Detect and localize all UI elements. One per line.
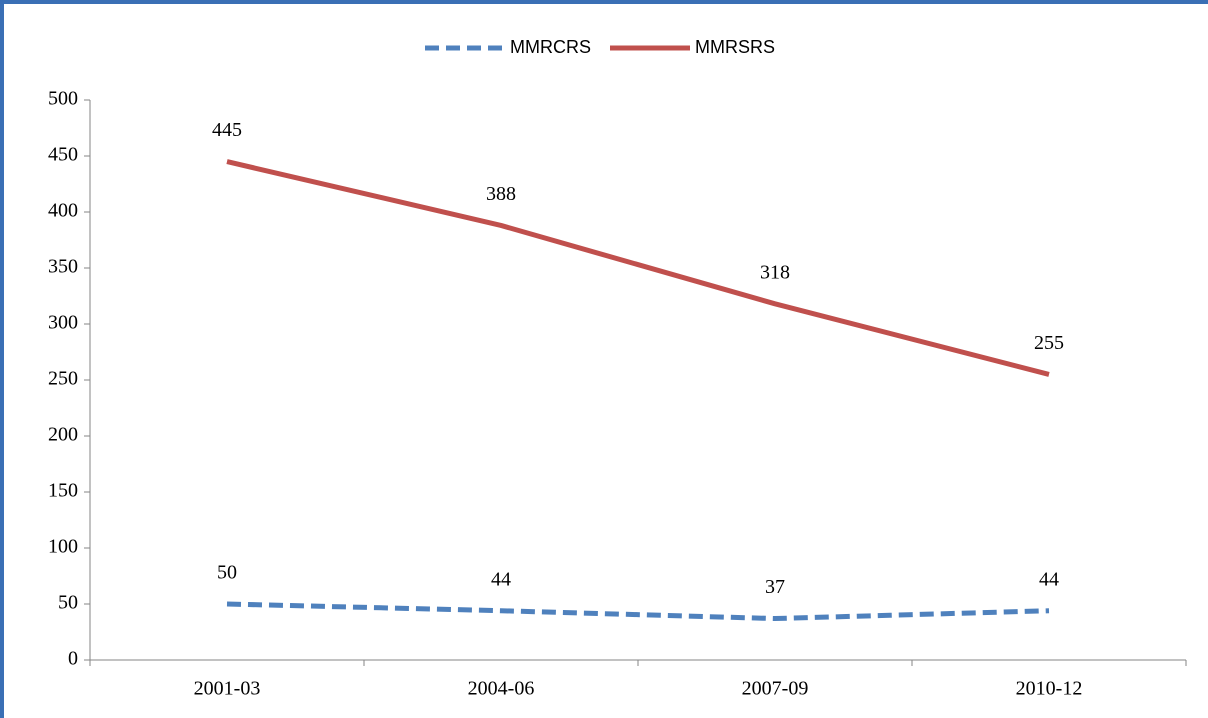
data-label: 50: [217, 562, 237, 584]
series-line: [226, 601, 1050, 622]
y-tick-label: 50: [58, 592, 78, 614]
y-tick-label: 100: [48, 536, 78, 558]
x-tick-label: 2001-03: [194, 678, 261, 700]
x-tick-label: 2004-06: [468, 678, 535, 700]
legend-label: MMRSRS: [695, 37, 775, 57]
data-label: 44: [491, 568, 511, 590]
y-tick-label: 300: [48, 312, 78, 334]
y-tick-label: 0: [68, 648, 78, 670]
data-label: 37: [765, 576, 785, 598]
data-label: 445: [212, 119, 242, 141]
y-tick-label: 500: [48, 88, 78, 110]
y-tick-label: 400: [48, 200, 78, 222]
legend-label: MMRCRS: [510, 37, 591, 57]
data-label: 44: [1039, 568, 1059, 590]
y-tick-label: 350: [48, 256, 78, 278]
data-label: 318: [760, 261, 790, 283]
x-tick-label: 2007-09: [742, 678, 809, 700]
series-line: [226, 159, 1050, 377]
y-tick-label: 450: [48, 144, 78, 166]
data-label: 255: [1034, 332, 1064, 354]
y-tick-label: 250: [48, 368, 78, 390]
x-tick-label: 2010-12: [1016, 678, 1083, 700]
y-tick-label: 200: [48, 424, 78, 446]
data-label: 388: [486, 183, 516, 205]
y-tick-label: 150: [48, 480, 78, 502]
